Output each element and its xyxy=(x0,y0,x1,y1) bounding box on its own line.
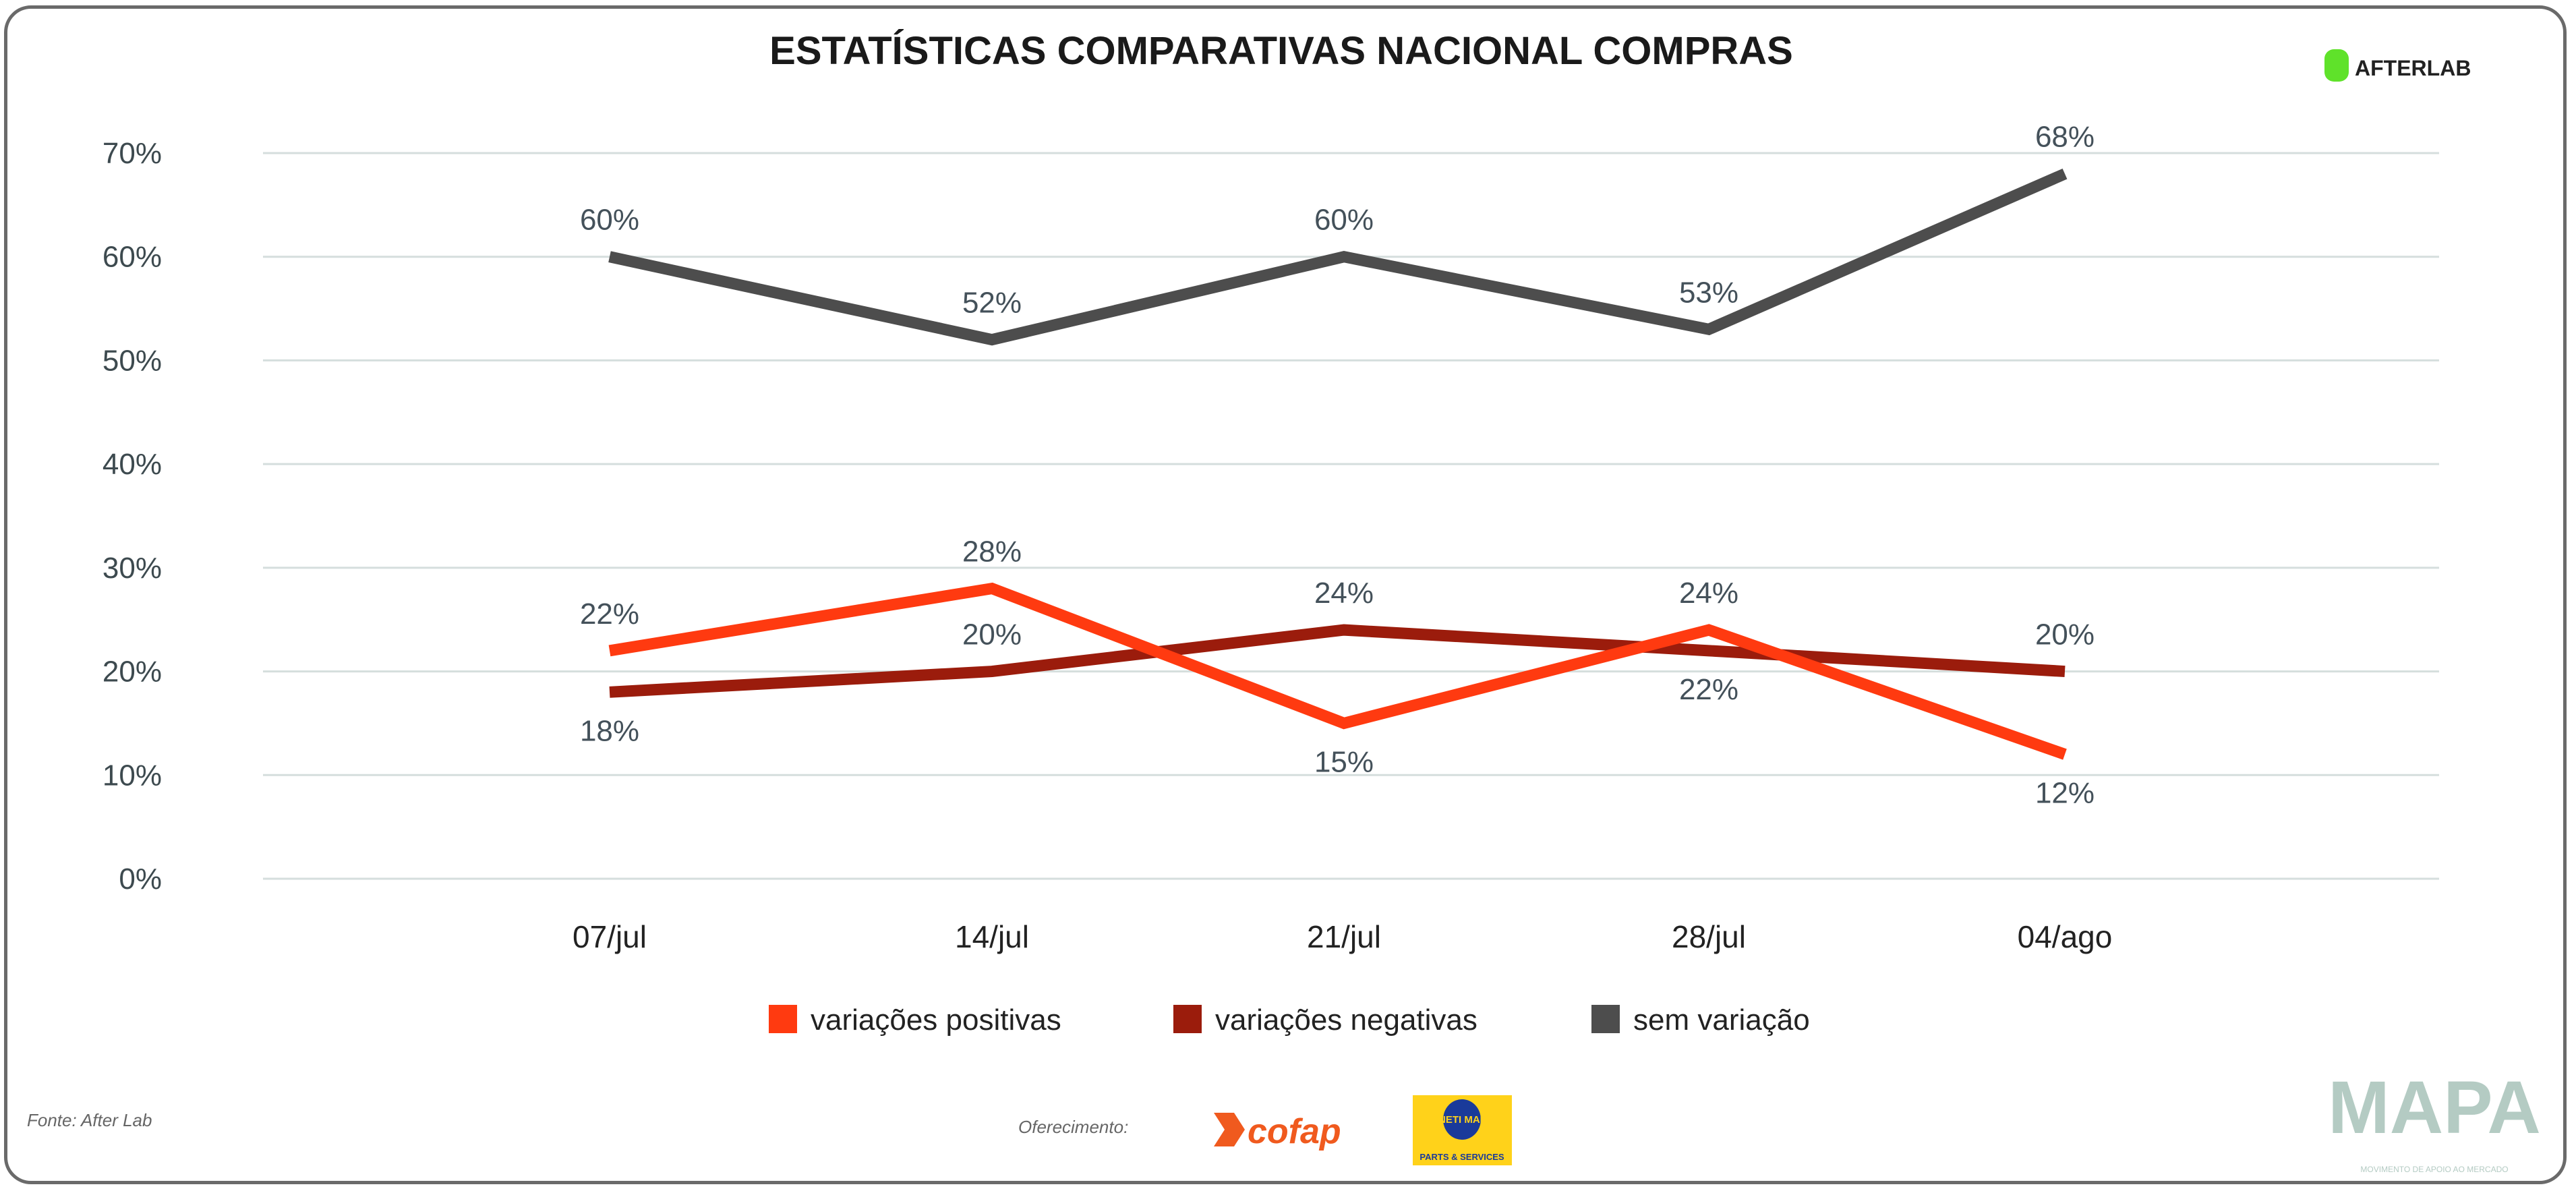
data-label: 60% xyxy=(580,204,639,237)
source-note: Fonte: After Lab xyxy=(27,1110,152,1130)
legend-swatch xyxy=(1173,1005,1202,1033)
mapa-logo-sub: MOVIMENTO DE APOIO AO MERCADO xyxy=(2360,1165,2508,1174)
sponsor-label: Oferecimento: xyxy=(1018,1117,1128,1137)
data-label: 60% xyxy=(1314,204,1374,237)
x-tick-label: 04/ago xyxy=(2018,919,2113,954)
data-label: 22% xyxy=(1679,673,1738,706)
chart-title: ESTATÍSTICAS COMPARATIVAS NACIONAL COMPR… xyxy=(769,29,1793,73)
legend-label: sem variação xyxy=(1633,1003,1810,1037)
x-tick-label: 14/jul xyxy=(955,919,1029,954)
data-label: 20% xyxy=(962,618,1022,651)
magneti-logo-sub: PARTS & SERVICES xyxy=(1419,1152,1504,1162)
cofap-logo-text: cofap xyxy=(1248,1112,1341,1151)
legend-swatch xyxy=(769,1005,797,1033)
cofap-logo-mark xyxy=(1214,1113,1245,1146)
x-tick-label: 28/jul xyxy=(1672,919,1746,954)
series-line-2 xyxy=(608,168,2068,346)
magneti-marelli-logo: MAGNETI MARELLI PARTS & SERVICES xyxy=(1413,1095,1512,1165)
data-label: 53% xyxy=(1679,276,1738,309)
data-label: 28% xyxy=(962,535,1022,569)
mapa-logo-text: MAPA xyxy=(2328,1066,2541,1149)
series-line-1 xyxy=(609,624,2066,698)
data-label: 68% xyxy=(2035,121,2095,154)
legend-label: variações positivas xyxy=(811,1003,1061,1037)
afterlab-logo-text: AFTERLAB xyxy=(2355,56,2471,80)
afterlab-logo-mark xyxy=(2324,49,2349,82)
data-label: 15% xyxy=(1314,745,1374,778)
y-tick-label: 20% xyxy=(103,656,162,689)
data-label: 12% xyxy=(2035,777,2095,810)
data-label: 20% xyxy=(2035,618,2095,651)
y-tick-label: 60% xyxy=(103,241,162,274)
data-label: 52% xyxy=(962,287,1022,320)
afterlab-logo: AFTERLAB xyxy=(2324,49,2471,82)
cofap-logo: cofap xyxy=(1214,1112,1341,1151)
data-label: 22% xyxy=(580,598,639,631)
legend-swatch xyxy=(1591,1005,1620,1033)
legend-label: variações negativas xyxy=(1215,1003,1477,1037)
chart-frame xyxy=(4,5,2567,1184)
series-line-0 xyxy=(608,582,2067,760)
x-tick-label: 21/jul xyxy=(1307,919,1381,954)
magneti-logo-oval xyxy=(1443,1099,1481,1140)
y-tick-label: 70% xyxy=(103,137,162,170)
y-tick-label: 40% xyxy=(103,448,162,481)
data-label: 18% xyxy=(580,714,639,747)
y-tick-label: 30% xyxy=(103,552,162,585)
mapa-logo: MAPA MOVIMENTO DE APOIO AO MERCADO xyxy=(2328,1066,2541,1174)
data-label: 24% xyxy=(1679,577,1738,610)
magneti-logo-text: MAGNETI MARELLI xyxy=(1415,1114,1509,1126)
y-tick-label: 10% xyxy=(103,759,162,792)
x-tick-label: 07/jul xyxy=(573,919,647,954)
y-tick-label: 50% xyxy=(103,344,162,377)
data-label: 24% xyxy=(1314,577,1374,610)
y-tick-label: 0% xyxy=(119,863,162,896)
